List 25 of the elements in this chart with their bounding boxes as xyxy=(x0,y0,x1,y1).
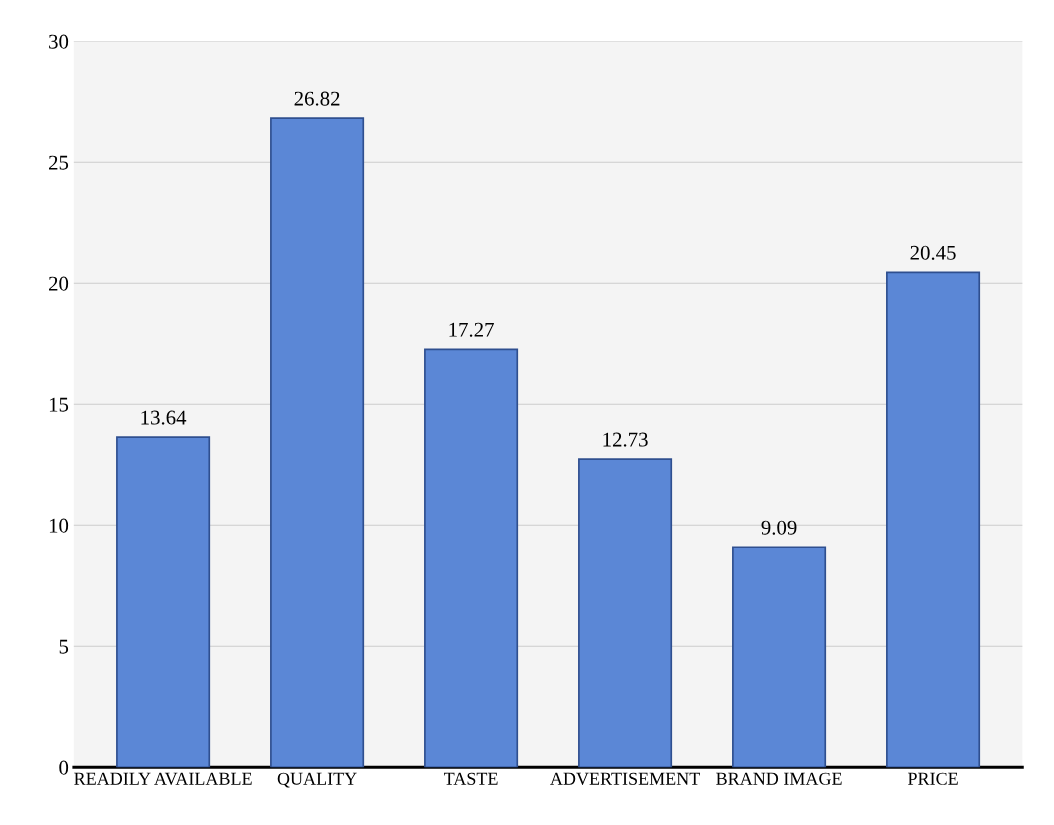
x-tick-label: BRAND IMAGE xyxy=(716,772,842,785)
x-tick-label: QUALITY xyxy=(277,772,357,788)
bar xyxy=(424,348,519,768)
x-tick-label: PRICE xyxy=(908,772,958,785)
data-label: 9.09 xyxy=(761,520,797,535)
data-label: 17.27 xyxy=(449,322,494,337)
data-label: 13.64 xyxy=(141,410,187,425)
data-label: 20.45 xyxy=(910,245,956,260)
bar xyxy=(116,436,211,768)
y-tick-label: 10 xyxy=(49,518,69,533)
y-tick-label: 20 xyxy=(49,276,69,291)
y-tick-label: 15 xyxy=(49,397,69,412)
data-label: 26.82 xyxy=(294,91,340,106)
x-tick-label: TASTE xyxy=(444,772,498,785)
y-tick-label: 5 xyxy=(59,639,69,654)
x-tick-label: ADVERTISEMENT xyxy=(550,772,700,785)
y-tick-label: 30 xyxy=(49,34,69,49)
bar xyxy=(732,546,827,768)
bar xyxy=(886,271,981,768)
bar xyxy=(270,117,365,768)
data-label: 12.73 xyxy=(603,432,648,447)
x-tick-label: READILY AVAILABLE xyxy=(74,772,252,785)
y-tick-label: 0 xyxy=(59,760,69,775)
bar xyxy=(578,458,673,768)
y-tick-label: 25 xyxy=(49,155,69,170)
